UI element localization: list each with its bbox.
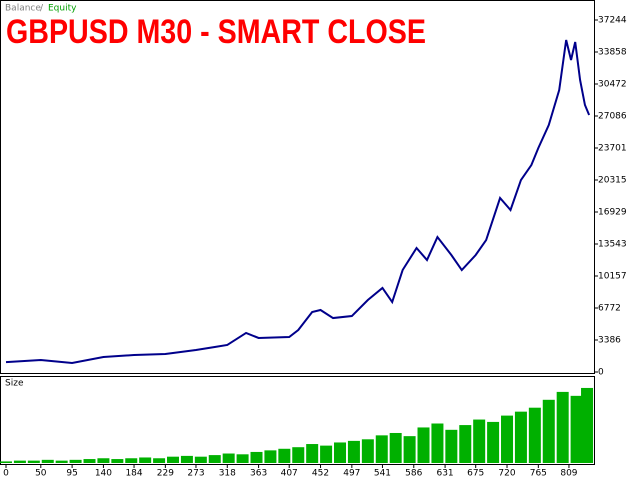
balance-line [5, 39, 591, 365]
x-tick-label: 497 [343, 469, 360, 479]
x-tick-label: 318 [219, 469, 236, 479]
y-tick-label: 30472 [598, 80, 627, 90]
size-bar [459, 425, 472, 463]
size-bar [0, 461, 12, 463]
size-bar [167, 456, 180, 463]
size-bar [55, 460, 68, 463]
size-bar [69, 459, 82, 463]
y-tick-label: 0 [598, 368, 604, 378]
x-tick-label: 809 [560, 469, 577, 479]
x-tick-label: 541 [374, 469, 391, 479]
size-bar [389, 432, 402, 463]
y-tick-label: 6772 [598, 303, 621, 313]
size-bar [556, 391, 569, 463]
x-tick-label: 95 [66, 469, 77, 479]
size-bar [222, 453, 235, 463]
x-tick-label: 140 [95, 469, 112, 479]
size-bar [320, 445, 333, 463]
y-tick-label: 37244 [598, 16, 627, 26]
size-bar [180, 455, 193, 463]
size-bar [278, 448, 291, 463]
y-tick-label: 20315 [598, 175, 627, 185]
legend-balance: Balance [5, 4, 41, 14]
x-tick-label: 0 [3, 469, 9, 479]
x-tick-label: 184 [125, 469, 142, 479]
size-bar [334, 442, 347, 463]
size-bar [417, 427, 430, 463]
x-tick-label: 273 [187, 469, 204, 479]
size-frame [0, 376, 595, 465]
size-bar [403, 436, 416, 463]
x-tick-label: 586 [405, 469, 422, 479]
y-tick-label: 27086 [598, 112, 627, 122]
size-bar [473, 419, 486, 463]
y-tick-label: 13543 [598, 240, 627, 250]
size-bar [27, 460, 40, 463]
size-bar [264, 450, 277, 463]
size-bar [208, 455, 221, 463]
x-tick-label: 407 [281, 469, 298, 479]
size-bar [528, 407, 541, 463]
y-tick-label: 23701 [598, 143, 627, 153]
size-bar [487, 421, 500, 463]
y-tick-label: 16929 [598, 208, 627, 218]
x-tick-label: 631 [436, 469, 453, 479]
size-bar [361, 439, 374, 463]
main-frame [0, 0, 595, 374]
size-bar [347, 440, 360, 463]
legend-separator: / [40, 4, 44, 14]
size-bar [375, 435, 388, 463]
x-tick-label: 363 [250, 469, 267, 479]
size-bar [194, 456, 207, 463]
size-bar [125, 458, 138, 463]
size-bar [292, 447, 305, 463]
legend-equity: Equity [48, 4, 77, 14]
chart-title: GBPUSD M30 - SMART CLOSE [6, 13, 426, 51]
size-bar [501, 415, 514, 463]
x-tick-label: 765 [530, 469, 547, 479]
size-bar [153, 458, 166, 463]
x-tick-label: 452 [312, 469, 329, 479]
size-title: Size [5, 379, 24, 389]
y-tick-label: 3386 [598, 335, 621, 345]
size-bar [41, 459, 54, 463]
x-tick-label: 50 [35, 469, 47, 479]
size-bar [570, 395, 583, 463]
size-bar [581, 387, 594, 463]
size-bar [514, 411, 527, 463]
y-tick-label: 10157 [598, 272, 627, 282]
x-tick-label: 675 [467, 469, 484, 479]
y-tick-label: 33858 [598, 48, 627, 58]
size-bar [542, 399, 555, 463]
x-tick-label: 229 [157, 469, 174, 479]
size-bar [139, 457, 152, 463]
size-bar [236, 454, 249, 463]
size-bar [306, 444, 319, 463]
size-bar [111, 459, 124, 463]
size-bar [250, 451, 263, 463]
size-bar [445, 429, 458, 463]
size-bar [97, 458, 110, 463]
x-tick-label: 720 [498, 469, 515, 479]
size-bar [431, 423, 444, 463]
size-bar [83, 459, 96, 463]
size-bar [13, 460, 26, 463]
